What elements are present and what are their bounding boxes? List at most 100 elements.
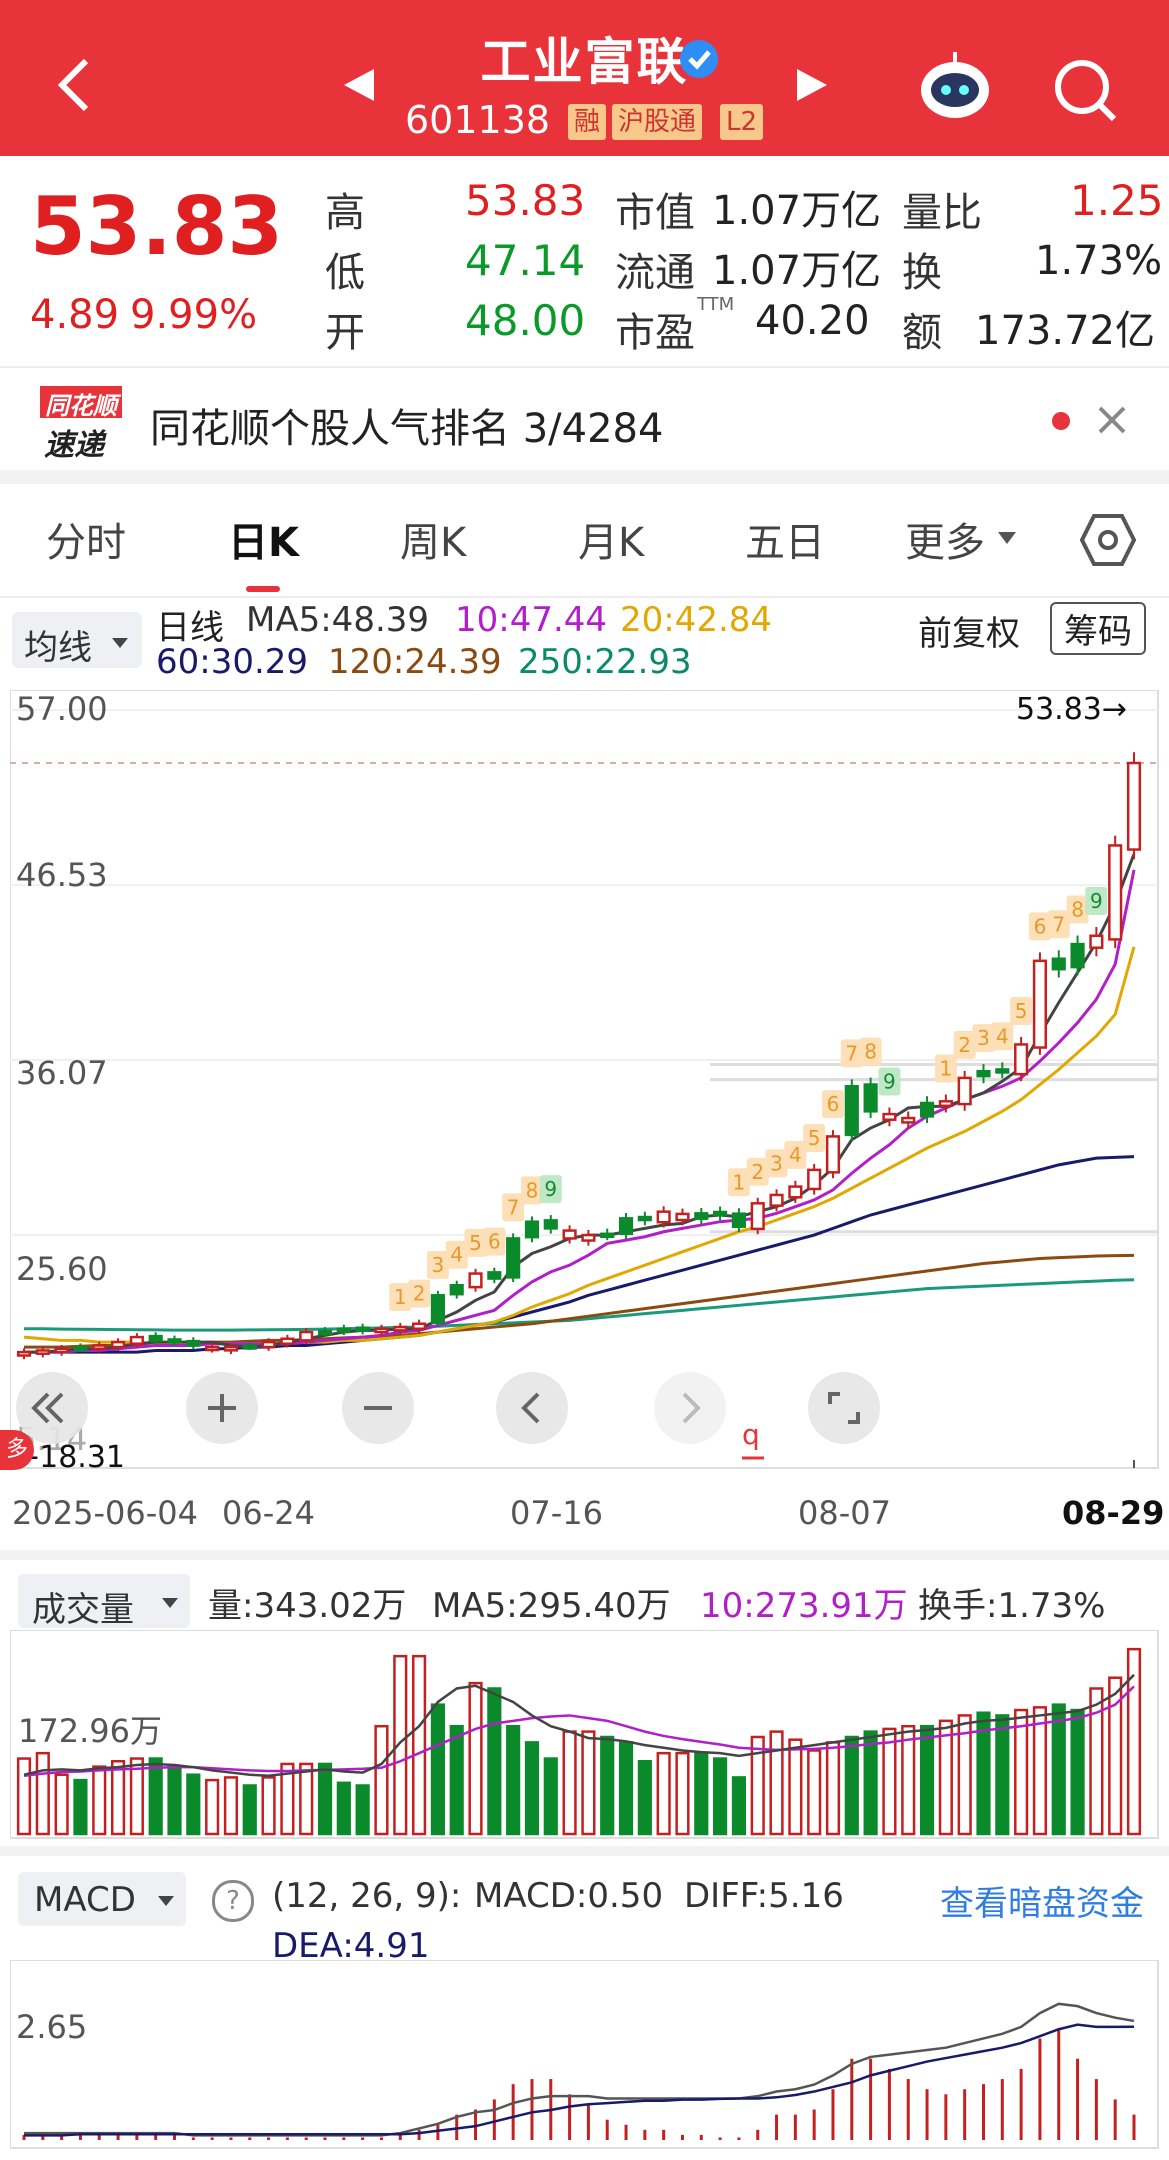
candle: [449, 1284, 464, 1296]
td-signal-badge: [1028, 912, 1051, 941]
back-icon[interactable]: [50, 55, 100, 115]
candle: [713, 1210, 728, 1217]
td-signal-label: 6: [1034, 914, 1047, 938]
more-dropdown-icon[interactable]: [996, 530, 1018, 550]
low-label: 低: [325, 250, 365, 296]
td-signal-label: 3: [977, 1026, 990, 1050]
td-signal-label: 4: [996, 1024, 1009, 1048]
next-stock-icon[interactable]: [795, 65, 831, 109]
open-label: 开: [325, 310, 365, 356]
td-signal-label: 9: [1090, 889, 1103, 913]
candle: [562, 1229, 577, 1240]
settings-hex-icon[interactable]: [1079, 512, 1137, 572]
diff-line: [24, 2002, 1135, 2137]
candle: [882, 1112, 897, 1121]
volume-bar: [750, 1735, 765, 1836]
dark-pool-link[interactable]: 查看暗盘资金: [940, 1884, 1144, 1924]
volume-bar: [1070, 1708, 1085, 1836]
tab-weekly-k[interactable]: 周K: [400, 520, 467, 566]
candle: [807, 1168, 822, 1191]
zoom-out-button[interactable]: [342, 1372, 414, 1444]
news-banner[interactable]: 同花顺 速递 同花顺个股人气排名 3/4284: [0, 370, 1169, 470]
candle: [957, 1076, 972, 1106]
divider: [0, 366, 1169, 368]
price-adjust-toggle[interactable]: 前复权: [918, 614, 1020, 654]
candle: [1014, 1043, 1029, 1076]
volume-bar: [788, 1738, 803, 1836]
search-icon[interactable]: [1050, 55, 1120, 129]
volume-bar: [92, 1765, 107, 1836]
candle: [581, 1233, 596, 1242]
ma-selector[interactable]: 均线: [12, 612, 142, 668]
candle: [825, 1135, 841, 1174]
td-signal-label: 7: [845, 1041, 858, 1065]
candle: [148, 1334, 163, 1342]
tab-five-day[interactable]: 五日: [745, 520, 825, 566]
candle: [355, 1326, 370, 1332]
zoom-to-start-button[interactable]: [16, 1372, 88, 1444]
scroll-right-button[interactable]: [654, 1372, 726, 1444]
candle: [205, 1345, 220, 1352]
macd-params: (12, 26, 9):: [272, 1876, 462, 1916]
date-tick: 08-29: [1062, 1494, 1165, 1532]
mktcap-value: 1.07万亿: [712, 188, 882, 234]
candle: [769, 1193, 784, 1207]
prev-stock-icon[interactable]: [340, 65, 376, 109]
macd-tick: 2.65: [16, 2008, 88, 2046]
fullscreen-button[interactable]: [808, 1372, 880, 1444]
td-signal-badge: [953, 1030, 976, 1059]
price-tick: 46.53: [16, 856, 108, 894]
tag-level2: L2: [720, 104, 764, 140]
ma20-legend: 20:42.84: [620, 600, 773, 640]
ma120-line: [24, 1253, 1135, 1349]
td-signal-label: 3: [432, 1253, 445, 1277]
candle: [524, 1220, 540, 1239]
event-marker-icon[interactable]: q: [738, 1418, 768, 1472]
tab-daily-k[interactable]: 日K: [228, 520, 299, 566]
date-tick: 06-24: [222, 1494, 315, 1532]
volume-bar: [35, 1751, 50, 1836]
macd-chart[interactable]: [10, 1960, 1160, 2150]
td-signal-badge: [389, 1283, 412, 1312]
volume-bar: [449, 1724, 464, 1836]
robot-assistant-icon[interactable]: [915, 50, 995, 122]
td-signal-badge: [483, 1227, 506, 1256]
dea-line: [24, 2023, 1135, 2137]
long-short-badge: 多: [0, 1430, 34, 1470]
scroll-left-button[interactable]: [496, 1372, 568, 1444]
td-signal-badge: [1066, 895, 1089, 924]
candle: [938, 1100, 953, 1108]
tab-more[interactable]: 更多: [905, 520, 985, 566]
volume-chart[interactable]: [10, 1630, 1160, 1840]
volume-bar: [317, 1762, 333, 1836]
volume-bar: [261, 1776, 276, 1836]
ths-logo-top: 同花顺: [40, 386, 122, 420]
turnover-rate: 换手:1.73%: [918, 1586, 1106, 1626]
candle: [393, 1325, 408, 1332]
close-icon[interactable]: [1092, 400, 1132, 444]
tab-intraday[interactable]: 分时: [46, 520, 126, 566]
candle: [543, 1219, 558, 1230]
section-gap: [0, 470, 1169, 484]
ma-selector-label: 均线: [24, 628, 92, 668]
volume-selector[interactable]: 成交量: [18, 1574, 190, 1630]
candle: [35, 1349, 50, 1355]
candle: [976, 1069, 991, 1078]
zoom-in-button[interactable]: [186, 1372, 258, 1444]
candle: [694, 1212, 709, 1220]
volume-bar: [1032, 1706, 1048, 1836]
help-icon[interactable]: ?: [212, 1880, 254, 1922]
float-value: 1.07万亿: [712, 248, 882, 294]
td-signal-label: 6: [827, 1092, 840, 1116]
chips-button[interactable]: 筹码: [1050, 602, 1146, 655]
macd-selector[interactable]: MACD: [18, 1872, 186, 1926]
volume-bar: [110, 1760, 126, 1836]
volume-tick: 172.96万: [18, 1712, 162, 1750]
volume-ma10: 10:273.91万: [700, 1586, 908, 1626]
tab-monthly-k[interactable]: 月K: [578, 520, 645, 566]
ma10-legend: 10:47.44: [455, 600, 608, 640]
volume-bar: [1126, 1647, 1142, 1836]
candle: [299, 1330, 314, 1342]
candle: [167, 1338, 182, 1344]
